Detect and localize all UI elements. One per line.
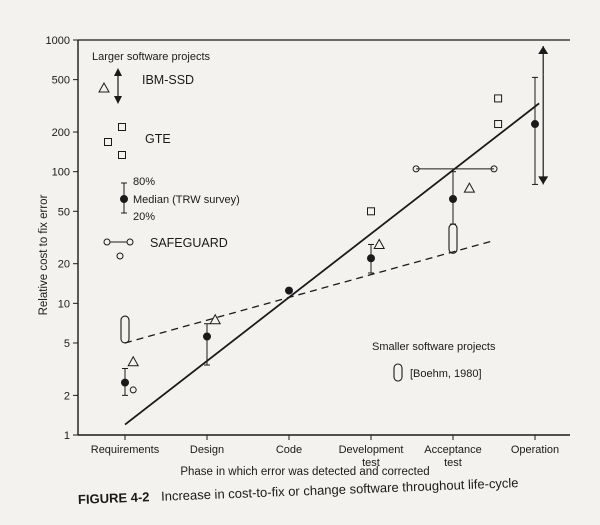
y-tick-label: 1000: [46, 35, 70, 47]
legend: Larger software projects IBM-SSD GTE 80% Med…: [92, 51, 496, 382]
ibm-ssd-point: [373, 238, 386, 249]
trw-median-point: [203, 332, 211, 341]
y-tick-label: 500: [52, 75, 70, 87]
ibm-ssd-point: [463, 182, 476, 193]
x-tick-label: Requirements: [91, 444, 160, 456]
x-tick-label-line: test: [444, 457, 462, 469]
boehm-range-bar: [448, 223, 458, 254]
gte-point: [367, 207, 375, 216]
x-tick-label-line: Acceptance: [424, 444, 481, 456]
x-tick-label-line: Design: [190, 444, 224, 456]
y-axis-ticks: 1 2 5 10 20 50 100 200 500 1000: [46, 35, 78, 442]
trw-median-point: [367, 254, 375, 263]
trw-median-point: [285, 286, 293, 295]
boehm-range-bar: [120, 315, 130, 344]
trw-median-point: [449, 195, 457, 204]
legend-ibm-arrow-down: [114, 96, 122, 104]
legend-boehm-label: [Boehm, 1980]: [410, 368, 482, 380]
larger-projects-label: Larger software projects: [92, 51, 210, 63]
chart-axes: [77, 39, 570, 436]
data-marks: [120, 46, 549, 396]
x-tick-label: Design: [190, 444, 224, 456]
x-tick-label-line: Operation: [511, 444, 559, 456]
gte-point: [494, 94, 503, 103]
y-tick-label: 50: [58, 206, 70, 218]
legend-ibm-label: IBM-SSD: [142, 73, 194, 87]
legend-safeguard-circle: [126, 238, 134, 246]
small-projects-trend-line: [124, 239, 495, 344]
x-tick-label: Code: [276, 444, 302, 456]
ibm-ssd-arrow-head: [538, 176, 549, 185]
y-tick-label: 100: [52, 167, 70, 179]
legend-safeguard-label: SAFEGUARD: [150, 236, 228, 250]
legend-gte-square: [104, 138, 112, 146]
legend-gte-label: GTE: [145, 132, 171, 146]
x-tick-label: Development test: [339, 444, 404, 469]
ibm-ssd-point: [209, 313, 222, 325]
legend-ibm-arrow-up: [114, 68, 122, 76]
safeguard-point: [129, 386, 137, 394]
y-tick-label: 1: [64, 430, 70, 442]
safeguard-point: [490, 165, 498, 173]
gte-point: [494, 120, 503, 129]
x-tick-label-line: Development: [339, 444, 404, 456]
ibm-ssd-point: [127, 355, 140, 367]
y-tick-label: 2: [64, 390, 70, 402]
x-tick-label: Acceptance test: [424, 444, 481, 469]
trend-lines: [124, 102, 540, 426]
y-tick-label: 200: [52, 127, 70, 139]
legend-trw-median: [120, 195, 128, 203]
figure-label: FIGURE 4-2: [77, 489, 150, 507]
x-tick-label-line: Code: [276, 444, 302, 456]
trw-median-point: [531, 120, 539, 129]
safeguard-point: [412, 165, 420, 173]
x-tick-label-line: Requirements: [91, 444, 160, 456]
x-tick-label-line: test: [362, 457, 380, 469]
y-tick-label: 20: [58, 259, 70, 271]
x-tick-label: Operation: [511, 444, 559, 456]
legend-20-label: 20%: [133, 211, 155, 223]
legend-safeguard-circle: [116, 252, 124, 260]
legend-80-label: 80%: [133, 176, 155, 188]
y-tick-label: 10: [58, 298, 70, 310]
legend-safeguard-circle: [103, 238, 111, 246]
x-axis-title: Phase in which error was detected and co…: [180, 466, 429, 478]
ibm-ssd-arrow-head: [538, 46, 549, 55]
large-projects-trend-line: [124, 102, 540, 426]
trw-median-point: [121, 378, 129, 387]
legend-median-label: Median (TRW survey): [133, 194, 240, 206]
legend-gte-square: [118, 123, 126, 131]
y-tick-label: 5: [64, 338, 70, 350]
legend-ibm-triangle: [98, 81, 110, 93]
smaller-projects-label: Smaller software projects: [372, 341, 496, 353]
legend-boehm-bar: [393, 363, 403, 382]
legend-gte-square: [118, 151, 126, 159]
x-axis-ticks: Requirements Design Code Development testAcc…: [91, 435, 559, 469]
y-axis-title: Relative cost to fix error: [38, 194, 50, 315]
